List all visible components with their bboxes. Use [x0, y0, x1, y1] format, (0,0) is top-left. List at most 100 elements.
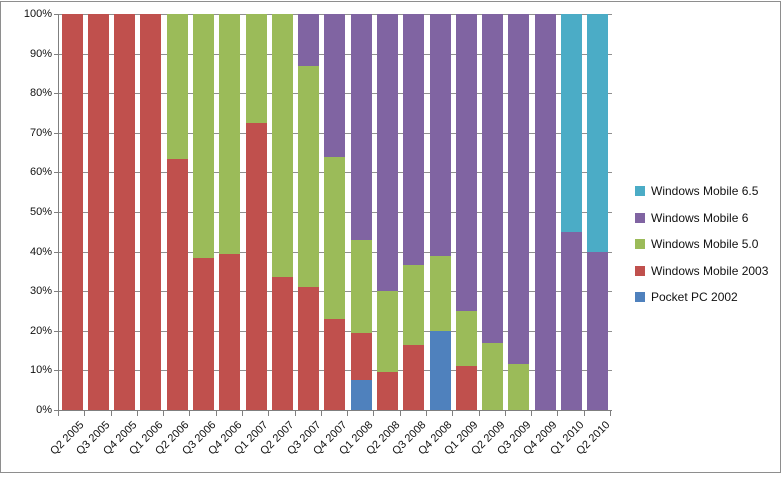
stacked-bar-q3-2008 [403, 14, 425, 410]
legend-label: Windows Mobile 2003 [651, 263, 769, 278]
x-axis-tick [478, 411, 480, 416]
y-axis-tick [54, 14, 58, 15]
bar-segment-windows-mobile-2003 [193, 257, 215, 410]
plot-area [58, 14, 612, 411]
x-axis-tick [426, 411, 427, 416]
bar-slot-q2-2007 [269, 14, 295, 410]
x-axis-tick [320, 411, 322, 416]
bar-slot-q1-2009 [453, 14, 479, 410]
y-axis-tick [54, 330, 58, 332]
stacked-bar-q3-2006 [193, 14, 215, 410]
bar-slot-q1-2007 [243, 14, 269, 410]
stacked-bar-q3-2007 [298, 14, 320, 410]
y-axis-tick [54, 370, 58, 372]
bar-segment-pocket-pc-2002 [429, 330, 451, 410]
bar-segment-windows-mobile-2003 [61, 14, 83, 410]
y-axis-tick [54, 53, 58, 55]
legend-swatch-windows-mobile-6 [635, 212, 645, 223]
stacked-bar-q1-2007 [245, 14, 267, 410]
y-axis-tick [54, 410, 58, 411]
bar-segment-windows-mobile-2003 [324, 318, 346, 410]
x-axis-tick [268, 411, 270, 416]
bar-slot-q4-2007 [322, 14, 348, 410]
y-axis-tick-label: 100% [23, 8, 52, 20]
stacked-bar-q3-2009 [508, 14, 530, 410]
bar-segment-windows-mobile-5-0 [271, 14, 293, 278]
bar-segment-windows-mobile-6 [455, 14, 477, 312]
bar-segment-windows-mobile-5-0 [324, 156, 346, 319]
bar-segment-windows-mobile-6 [587, 251, 609, 410]
legend-swatch-windows-mobile-6-5 [635, 186, 645, 197]
bar-slot-q4-2008 [427, 14, 453, 410]
bar-segment-windows-mobile-2003 [403, 344, 425, 410]
stacked-bar-q4-2008 [429, 14, 451, 410]
bar-slot-q3-2005 [85, 14, 111, 410]
bar-slot-q3-2006 [190, 14, 216, 410]
bar-slot-q2-2005 [59, 14, 85, 410]
x-axis-tick [242, 411, 243, 416]
stacked-bar-q2-2005 [61, 14, 83, 410]
bar-segment-windows-mobile-6 [377, 14, 399, 292]
stacked-bar-q2-2008 [377, 14, 399, 410]
y-axis-tick [54, 212, 58, 213]
bar-slot-q1-2006 [138, 14, 164, 410]
y-axis-tick [54, 251, 58, 253]
y-axis-tick-label: 10% [29, 364, 52, 377]
y-axis-tick [54, 172, 58, 174]
bar-segment-windows-mobile-5-0 [350, 239, 372, 333]
legend-item-windows-mobile-6: Windows Mobile 6 [635, 205, 768, 232]
stacked-bar-q4-2006 [219, 14, 241, 410]
x-axis-tick [189, 411, 191, 416]
bar-segment-pocket-pc-2002 [350, 380, 372, 410]
bar-slot-q1-2008 [348, 14, 374, 410]
x-axis-tick [373, 411, 375, 416]
bar-segment-windows-mobile-2003 [114, 14, 136, 410]
bar-segment-windows-mobile-6-5 [561, 14, 583, 232]
legend: Windows Mobile 6.5 Windows Mobile 6 Window… [635, 178, 768, 311]
stacked-bar-q4-2005 [114, 14, 136, 410]
y-axis-tick-label: 40% [29, 245, 52, 258]
legend-label: Windows Mobile 6 [651, 210, 749, 225]
bar-segment-windows-mobile-6 [429, 14, 451, 256]
legend-label: Pocket PC 2002 [651, 290, 738, 305]
bar-segment-windows-mobile-2003 [298, 287, 320, 410]
stacked-bar-q2-2009 [482, 14, 504, 410]
stacked-bar-q2-2007 [271, 14, 293, 410]
bar-segment-windows-mobile-5-0 [166, 14, 188, 159]
bar-segment-windows-mobile-5-0 [219, 14, 241, 254]
y-axis-tick-label: 30% [29, 285, 52, 298]
stacked-bar-q1-2008 [350, 14, 372, 410]
x-axis-tick [347, 411, 349, 416]
legend-item-windows-mobile-6-5: Windows Mobile 6.5 [635, 178, 768, 205]
y-axis-tick-label: 20% [29, 324, 52, 337]
y-axis-tick-label: 50% [29, 206, 52, 218]
bar-slot-q3-2007 [296, 14, 322, 410]
y-axis-tick-label: 80% [29, 87, 52, 100]
bar-segment-windows-mobile-2003 [140, 14, 162, 410]
legend-item-pocket-pc-2002: Pocket PC 2002 [635, 284, 768, 311]
y-axis-tick-label: 90% [29, 47, 52, 60]
y-axis-tick [54, 291, 58, 293]
bar-slot-q2-2010 [585, 14, 611, 410]
y-axis-tick-label: 70% [29, 126, 52, 139]
y-axis-tick-label: 0% [36, 404, 52, 416]
x-axis-tick [531, 411, 533, 416]
x-axis-tick [110, 411, 112, 416]
x-axis-tick [58, 411, 59, 416]
y-axis-tick-label: 60% [29, 166, 52, 179]
bar-segment-windows-mobile-2003 [455, 366, 477, 410]
legend-swatch-windows-mobile-2003 [635, 265, 645, 276]
bar-segment-windows-mobile-5-0 [482, 342, 504, 410]
legend-item-windows-mobile-5-0: Windows Mobile 5.0 [635, 231, 768, 258]
x-axis-tick [557, 411, 559, 416]
bar-segment-windows-mobile-2003 [377, 372, 399, 410]
legend-swatch-windows-mobile-5-0 [635, 239, 645, 250]
stacked-bar-q3-2005 [87, 14, 109, 410]
bar-segment-windows-mobile-5-0 [455, 311, 477, 367]
bar-slot-q1-2010 [558, 14, 584, 410]
bar-segment-windows-mobile-5-0 [245, 14, 267, 123]
bar-slot-q2-2008 [374, 14, 400, 410]
stacked-bar-q4-2009 [534, 14, 556, 410]
bar-segment-windows-mobile-6-5 [587, 14, 609, 252]
bar-segment-windows-mobile-5-0 [508, 364, 530, 410]
